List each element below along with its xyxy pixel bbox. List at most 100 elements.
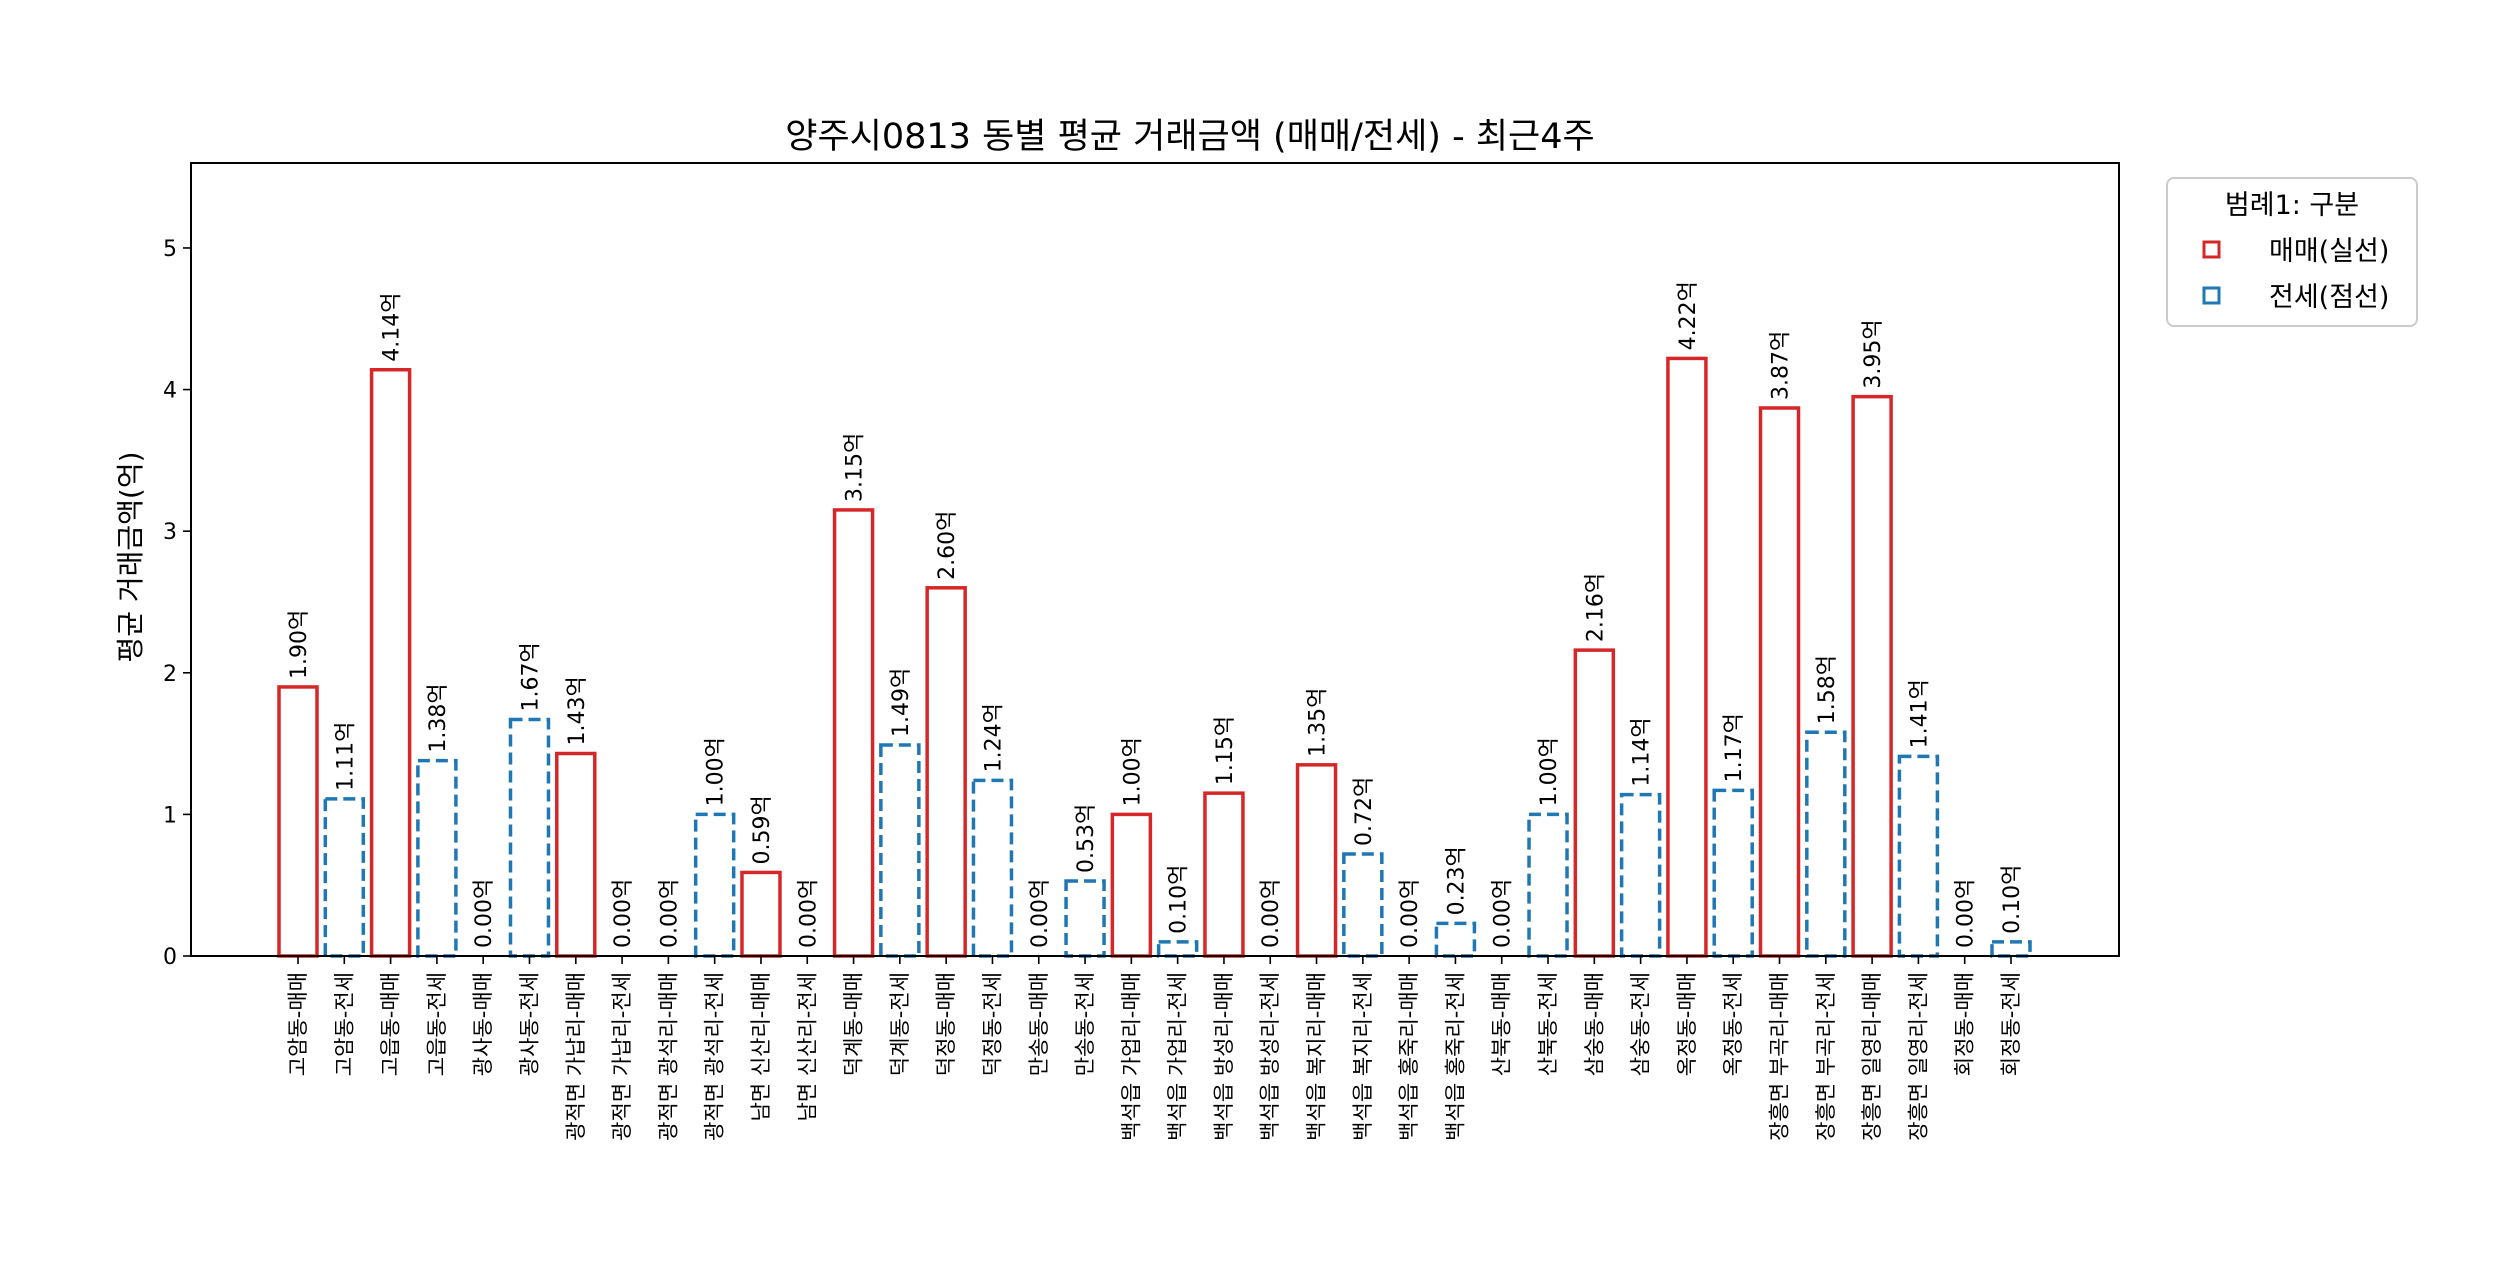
x-tick-label: 산북동-매매 (1490, 972, 1514, 1076)
y-tick-label: 5 (163, 237, 177, 262)
x-tick-label: 장흥면 일영리-매매 (1860, 972, 1884, 1141)
bar (879, 743, 921, 958)
bar (1897, 754, 1940, 958)
y-tick-label: 0 (163, 945, 177, 970)
data-label: 1.14억 (1630, 717, 1655, 786)
data-label: 0.72억 (1352, 777, 1377, 846)
data-label: 1.67억 (518, 642, 543, 711)
x-tick-label: 장흥면 부곡리-매매 (1768, 972, 1792, 1141)
x-tick-label: 고암동-전세 (332, 972, 356, 1076)
data-label: 0.00억 (1028, 879, 1053, 948)
bar (508, 717, 551, 958)
bar (555, 751, 597, 958)
x-tick-label: 장흥면 일영리-전세 (1906, 972, 1930, 1141)
x-tick-label: 옥정동-매매 (1675, 972, 1699, 1076)
x-tick-label: 덕계동-전세 (888, 972, 912, 1076)
bar (1851, 394, 1893, 958)
data-label: 0.00억 (1398, 879, 1423, 948)
x-tick-label: 광적면 광석리-매매 (656, 972, 680, 1141)
plot-frame (190, 162, 2120, 957)
legend-label-jeonse: 전세(점선) (2269, 282, 2389, 313)
legend-swatch-jeonse (2202, 286, 2221, 305)
data-label: 1.24억 (981, 703, 1006, 772)
data-label: 1.35억 (1306, 688, 1331, 757)
bar (416, 758, 458, 958)
data-label: 0.00억 (1491, 879, 1516, 948)
x-tick-label: 고암동-매매 (286, 972, 310, 1076)
data-label: 1.17억 (1722, 713, 1747, 782)
bar (1434, 921, 1477, 958)
data-label: 1.00억 (1120, 737, 1145, 806)
data-label: 0.00억 (1259, 879, 1284, 948)
x-tick-label: 백석읍 방성리-매매 (1212, 972, 1236, 1141)
legend-title: 범례1: 구분 (2225, 190, 2359, 221)
x-tick-label: 고읍동-전세 (425, 972, 449, 1076)
bar (323, 797, 366, 958)
x-tick-label: 광적면 가납리-매매 (564, 972, 588, 1141)
data-label: 1.00억 (1537, 737, 1562, 806)
x-tick-label: 회정동-전세 (1999, 972, 2023, 1076)
bar (971, 778, 1014, 958)
x-tick-label: 백석읍 홍죽리-전세 (1443, 972, 1467, 1141)
x-tick-label: 만송동-전세 (1073, 972, 1097, 1076)
x-tick-label: 덕정동-전세 (980, 972, 1004, 1076)
x-tick-label: 장흥면 부곡리-전세 (1814, 972, 1838, 1141)
x-tick-label: 백석읍 가업리-전세 (1166, 972, 1190, 1141)
bar (1573, 648, 1616, 958)
x-tick-label: 고읍동-매매 (379, 972, 403, 1076)
bar (925, 586, 967, 958)
bar (1619, 792, 1662, 958)
x-tick-label: 덕계동-매매 (842, 972, 866, 1076)
x-tick-label: 옥정동-전세 (1721, 972, 1745, 1076)
x-tick-label: 회정동-매매 (1953, 972, 1977, 1076)
x-tick-label: 삼숭동-매매 (1582, 972, 1606, 1076)
data-label: 1.58억 (1815, 655, 1840, 724)
bar (693, 812, 736, 958)
bar (1295, 763, 1338, 958)
y-tick-label: 2 (163, 662, 177, 687)
bar (1527, 812, 1569, 958)
data-label: 4.22억 (1676, 281, 1701, 350)
data-label: 1.41억 (1907, 679, 1932, 748)
data-label: 1.11억 (333, 722, 358, 791)
bar (1110, 812, 1153, 958)
data-label: 0.59억 (750, 795, 775, 864)
bar (1156, 940, 1199, 958)
data-label: 0.00억 (472, 879, 497, 948)
x-tick-label: 광사동-매매 (471, 972, 495, 1076)
data-label: 1.49억 (889, 668, 914, 737)
data-label: 0.00억 (796, 879, 821, 948)
bar (832, 508, 875, 958)
x-tick-label: 광적면 광석리-전세 (703, 972, 727, 1141)
data-label: 2.16억 (1583, 573, 1608, 642)
x-tick-label: 남면 신산리-전세 (795, 972, 819, 1122)
data-label: 3.87억 (1769, 331, 1794, 400)
x-tick-label: 산북동-전세 (1536, 972, 1560, 1076)
x-tick-label: 남면 신산리-매매 (749, 972, 773, 1122)
legend-box (2166, 177, 2418, 327)
data-label: 1.15억 (1213, 716, 1238, 785)
x-tick-label: 백석읍 가업리-매매 (1119, 972, 1143, 1141)
bar (277, 685, 319, 958)
x-tick-label: 백석읍 홍죽리-매매 (1397, 972, 1421, 1141)
data-label: 0.00억 (611, 879, 636, 948)
y-axis-label: 평균 거래금액(억) (114, 451, 147, 662)
bar (1342, 852, 1384, 958)
data-label: 0.10억 (2000, 865, 2025, 934)
y-tick-label: 4 (163, 379, 177, 404)
bar (1064, 879, 1106, 958)
bar (1203, 791, 1245, 958)
x-tick-label: 삼숭동-전세 (1629, 972, 1653, 1076)
data-label: 1.43억 (565, 676, 590, 745)
y-tick-label: 3 (163, 520, 177, 545)
x-tick-label: 백석읍 복지리-전세 (1351, 972, 1375, 1141)
data-label: 3.95억 (1861, 319, 1886, 388)
data-label: 0.00억 (1954, 879, 1979, 948)
x-tick-label: 광사동-전세 (517, 972, 541, 1076)
data-label: 0.23억 (1444, 846, 1469, 915)
x-tick-label: 덕정동-매매 (934, 972, 958, 1076)
data-label: 1.90억 (287, 610, 312, 679)
bar (1758, 406, 1801, 958)
